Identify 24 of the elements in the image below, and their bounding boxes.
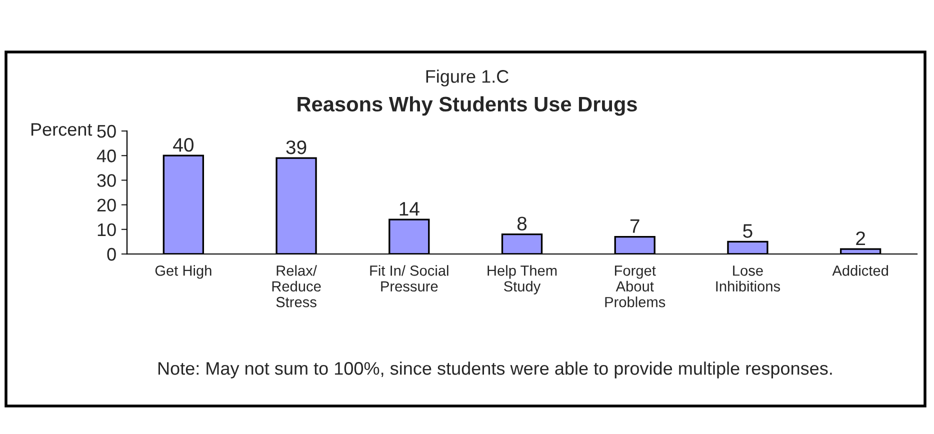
data-label: 14	[400, 202, 420, 216]
y-tick-label: 20	[97, 198, 116, 212]
y-tick-label: 50	[97, 124, 116, 138]
x-tick-label: Help Them Study	[488, 265, 557, 294]
data-label: 40	[173, 138, 194, 152]
y-tick-label: 0	[107, 248, 116, 261]
y-tick-label: 30	[97, 174, 116, 187]
data-label: 5	[743, 224, 752, 238]
chart-subtitle: Figure 1.C	[426, 70, 508, 86]
chart-title: Reasons Why Students Use Drugs	[298, 96, 637, 116]
y-tick-label: 40	[96, 150, 116, 162]
x-tick-label: Forget About Problems	[605, 266, 666, 308]
x-tick-label: Relax/ Reduce Stress	[272, 265, 321, 308]
data-label: 7	[630, 219, 640, 233]
text: Note: May not sum to 100%, since students were able to provide multiple responses.	[158, 362, 832, 378]
y-axis-title: Percent	[31, 123, 92, 136]
y-tick-label: 10	[98, 223, 116, 236]
data-label: 2	[856, 231, 866, 246]
x-tick-label: Lose Inhibitions	[716, 266, 780, 292]
data-label: 39	[286, 140, 306, 154]
x-tick-label: Addicted	[832, 265, 888, 276]
x-tick-label: Get High	[155, 265, 212, 279]
data-label: 8	[517, 216, 527, 230]
x-tick-label: Fit In/ Social Pressure	[370, 265, 448, 292]
